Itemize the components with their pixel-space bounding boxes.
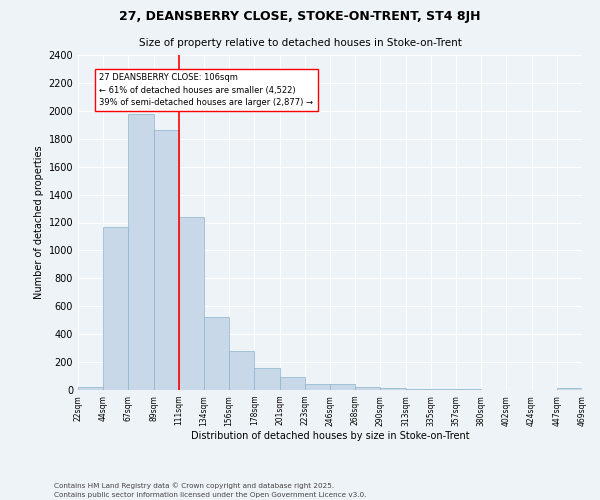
Y-axis label: Number of detached properties: Number of detached properties bbox=[34, 146, 44, 300]
Bar bbox=[406, 388, 431, 390]
Bar bbox=[204, 318, 229, 390]
Bar bbox=[380, 388, 406, 390]
Bar bbox=[557, 388, 582, 390]
Bar bbox=[254, 368, 280, 390]
Bar bbox=[78, 386, 103, 390]
Text: Size of property relative to detached houses in Stoke-on-Trent: Size of property relative to detached ho… bbox=[139, 38, 461, 48]
Bar bbox=[330, 384, 355, 390]
Text: Contains public sector information licensed under the Open Government Licence v3: Contains public sector information licen… bbox=[54, 492, 367, 498]
Bar bbox=[179, 217, 204, 390]
Bar bbox=[154, 130, 179, 390]
Bar bbox=[305, 384, 330, 390]
Bar bbox=[229, 351, 254, 390]
Bar bbox=[355, 387, 380, 390]
Bar bbox=[280, 376, 305, 390]
Text: Contains HM Land Registry data © Crown copyright and database right 2025.: Contains HM Land Registry data © Crown c… bbox=[54, 482, 334, 489]
Text: 27, DEANSBERRY CLOSE, STOKE-ON-TRENT, ST4 8JH: 27, DEANSBERRY CLOSE, STOKE-ON-TRENT, ST… bbox=[119, 10, 481, 23]
Text: 27 DEANSBERRY CLOSE: 106sqm
← 61% of detached houses are smaller (4,522)
39% of : 27 DEANSBERRY CLOSE: 106sqm ← 61% of det… bbox=[100, 73, 313, 107]
Bar bbox=[103, 226, 128, 390]
Bar bbox=[128, 114, 154, 390]
X-axis label: Distribution of detached houses by size in Stoke-on-Trent: Distribution of detached houses by size … bbox=[191, 432, 469, 442]
